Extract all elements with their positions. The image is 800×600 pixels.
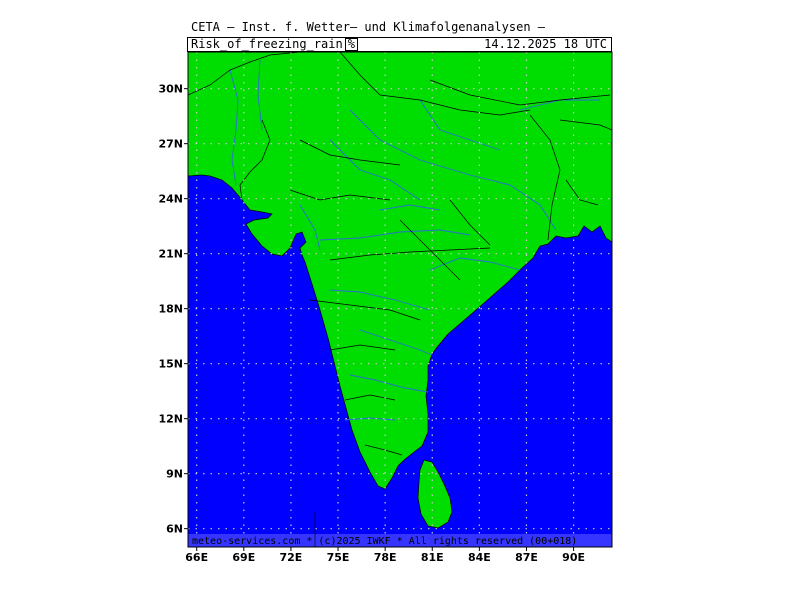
map-frame — [187, 51, 613, 548]
lon-tick-label: 84E — [468, 551, 491, 564]
lat-tick-label: 21N — [158, 248, 183, 261]
header-title: CETA — Inst. f. Wetter— und Klimafolgena… — [191, 20, 546, 34]
lat-tick-label: 9N — [166, 468, 183, 481]
land-mainland — [188, 52, 612, 490]
longitude-ticks: 66E 69E 72E 75E 78E 81E 84E 87E 90E — [185, 547, 585, 564]
footer-credit: meteo-services.com * (c)2025 IWKF * All … — [192, 536, 577, 547]
lon-tick-label: 87E — [515, 551, 538, 564]
land-sri-lanka — [417, 459, 453, 529]
lon-tick-label: 72E — [280, 551, 303, 564]
lat-tick-label: 18N — [158, 303, 183, 316]
product-label: Risk_of_freezing_rain — [191, 37, 343, 51]
lat-tick-label: 30N — [158, 83, 183, 96]
lon-tick-label: 90E — [562, 551, 585, 564]
lat-tick-label: 12N — [158, 413, 183, 426]
product-name: Risk_of_freezing_rain% — [191, 38, 358, 51]
latitude-ticks: 30N 27N 24N 21N 18N 15N 12N 9N 6N — [158, 83, 188, 536]
lat-lon-grid — [188, 52, 612, 547]
lon-tick-label: 66E — [185, 551, 208, 564]
political-borders — [188, 52, 612, 456]
lat-tick-label: 15N — [158, 358, 183, 371]
lon-tick-label: 81E — [421, 551, 444, 564]
lon-tick-label: 69E — [232, 551, 255, 564]
valid-time: 14.12.2025 18 UTC — [484, 37, 607, 51]
lat-tick-label: 24N — [158, 193, 183, 206]
lon-tick-label: 78E — [374, 551, 397, 564]
unit-badge: % — [344, 38, 358, 51]
lat-tick-label: 6N — [166, 523, 183, 536]
footer-band — [188, 534, 612, 547]
rivers — [229, 59, 600, 421]
lat-tick-label: 27N — [158, 138, 183, 151]
lon-tick-label: 75E — [327, 551, 350, 564]
